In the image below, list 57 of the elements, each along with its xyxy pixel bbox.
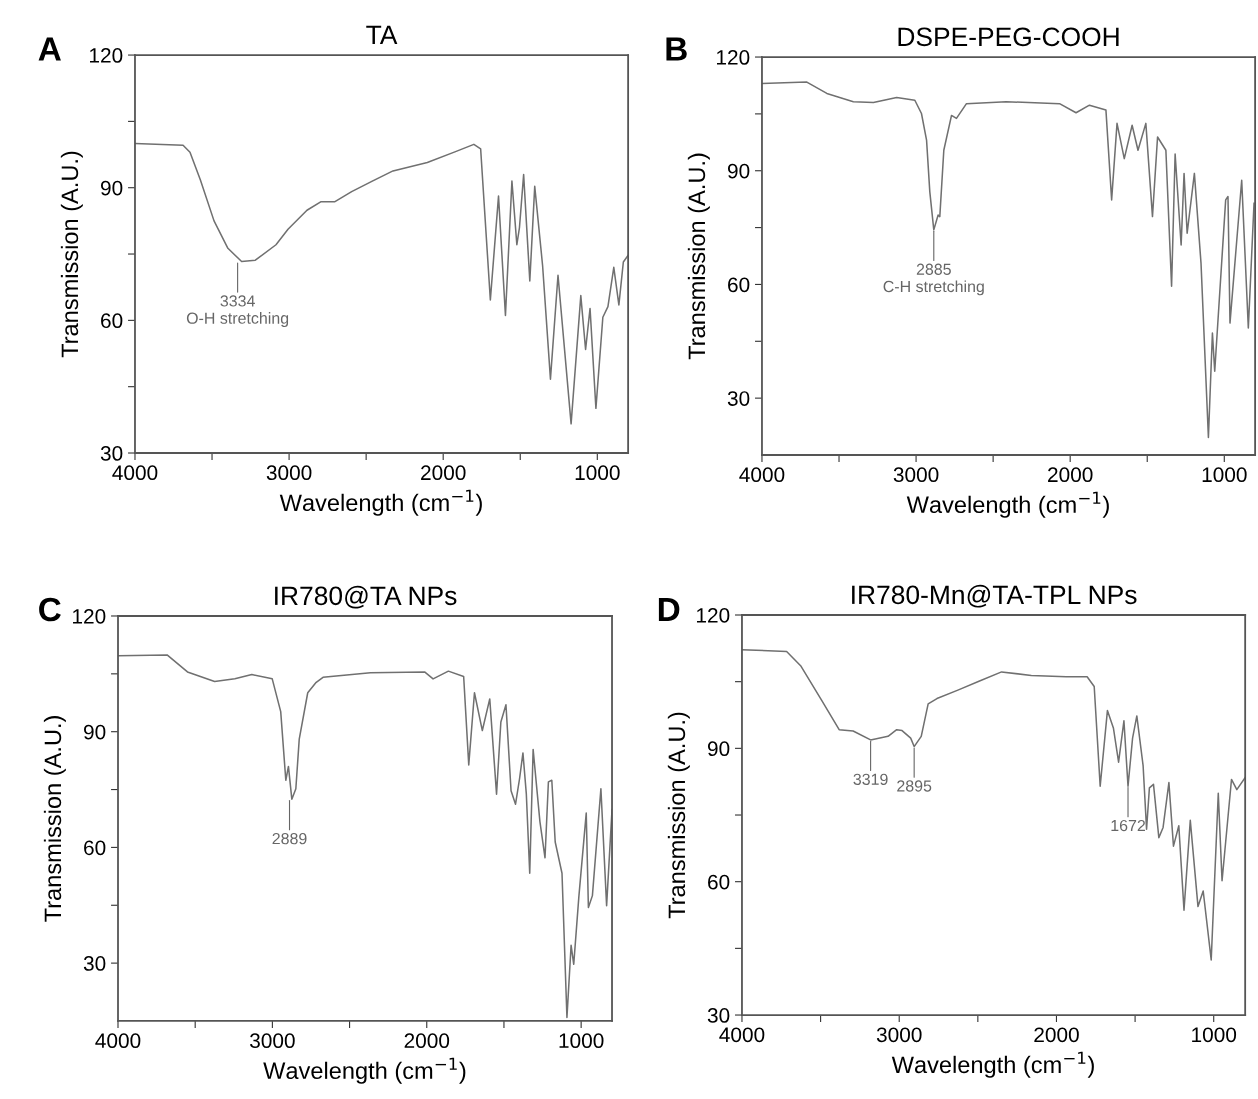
line-series [741, 648, 1246, 961]
y-tick-label: 90 [100, 180, 123, 196]
y-axis-title: Transmission (A.U.) [60, 151, 83, 358]
x-tick-label: 4000 [112, 465, 158, 481]
y-tick-label: 30 [100, 446, 123, 461]
line-series [134, 142, 629, 425]
y-tick-label: 120 [90, 48, 123, 63]
annotation: 1672 [1111, 819, 1145, 832]
x-tick-label: 2000 [1034, 1027, 1079, 1043]
x-tick-label: 4000 [95, 1033, 141, 1049]
x-tick-label: 3000 [266, 465, 312, 481]
y-tick-label: 120 [73, 608, 106, 624]
y-tick-label: 30 [83, 956, 106, 971]
x-tick-label: 3000 [250, 1033, 295, 1049]
chart-title: DSPE-PEG-COOH [898, 27, 1119, 47]
y-tick-label: 30 [707, 1008, 730, 1023]
y-tick-label: 90 [84, 724, 106, 740]
y-tick-label: 120 [717, 50, 750, 65]
x-axis-title: Wavelength (cm$^{−1}$) [906, 491, 1109, 518]
x-tick-label: 2000 [421, 465, 466, 481]
y-axis-title: Transmission (A.U.) [43, 716, 66, 922]
y-tick-label: 30 [727, 391, 750, 406]
x-axis-title: Wavelength (cm$^{−1}$) [279, 489, 482, 516]
x-tick-label: 1000 [1192, 1027, 1237, 1043]
annotation: 3334 O-H stretching [186, 295, 289, 327]
x-tick-label: 3000 [893, 467, 939, 483]
x-tick-label: 1000 [559, 1033, 604, 1049]
annotation: 2885 C-H stretching [883, 263, 984, 296]
x-tick-label: 4000 [719, 1027, 765, 1043]
x-axis-title: Wavelength (cm$^{−1}$) [263, 1057, 466, 1084]
x-axis-title: Wavelength (cm$^{−1}$) [891, 1051, 1094, 1078]
annotation: 2889 [272, 832, 307, 845]
x-tick-label: 2000 [404, 1033, 450, 1049]
annotation: 3319 [853, 773, 888, 785]
y-axis-title: Transmission (A.U.) [667, 712, 690, 919]
y-tick-label: 60 [84, 840, 106, 856]
chart-title: TA [366, 25, 398, 44]
text: D [658, 598, 680, 621]
line-series [761, 81, 1255, 439]
text: A [38, 37, 61, 61]
y-tick-label: 60 [101, 313, 123, 329]
x-tick-label: 1000 [1202, 467, 1247, 483]
x-tick-label: 3000 [876, 1027, 922, 1043]
y-tick-label: 90 [707, 741, 730, 757]
chart-title: IR780-Mn@TA-TPL NPs [852, 584, 1137, 608]
x-tick-label: 4000 [739, 467, 785, 483]
y-tick-label: 60 [728, 277, 750, 293]
text: C [39, 597, 61, 622]
x-tick-label: 1000 [575, 465, 620, 481]
text: B [666, 37, 687, 61]
y-axis-title: Transmission (A.U.) [687, 153, 710, 360]
y-tick-label: 120 [697, 608, 730, 623]
y-tick-label: 90 [727, 163, 750, 179]
x-tick-label: 2000 [1048, 467, 1093, 483]
y-tick-label: 60 [708, 874, 730, 890]
annotation: 2895 [897, 780, 932, 792]
chart-title: IR780@TA NPs [275, 585, 457, 609]
